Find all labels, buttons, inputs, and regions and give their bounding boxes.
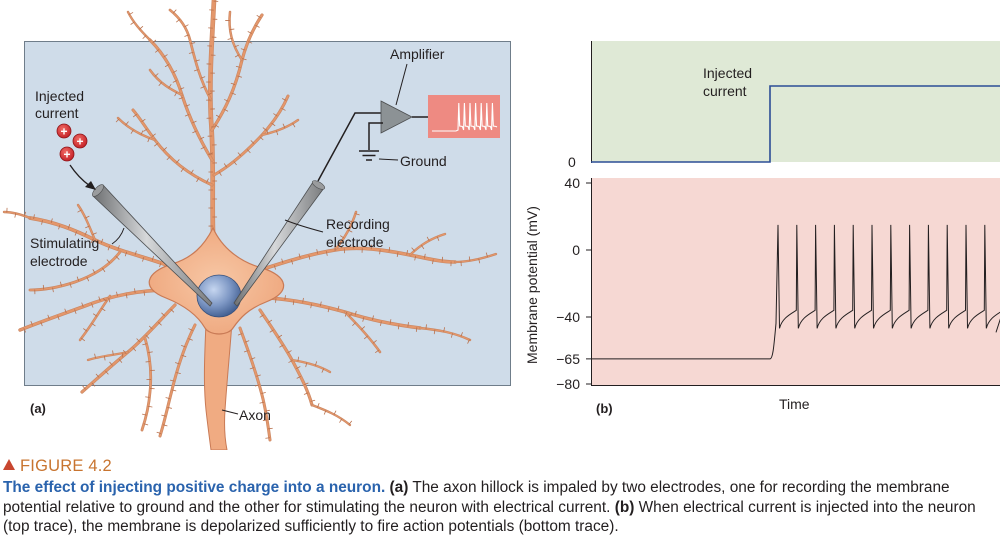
caption-part-a-marker: (a) [389, 479, 409, 496]
panel-a-label: (a) [30, 401, 46, 416]
amplifier-leader [395, 63, 408, 106]
caption-body: The effect of injecting positive charge … [3, 478, 997, 537]
axon-leader [221, 409, 239, 415]
voltage-y-ticks: 40 0 −40 −65 −80 [556, 175, 591, 392]
figure-caption: FIGURE 4.2 The effect of injecting posit… [3, 456, 997, 537]
ground-leader [378, 158, 399, 161]
voltage-y-axis-label: Membrane potential (mV) [524, 206, 540, 364]
voltage-trace-background [591, 178, 1000, 386]
injected-current-label-line1: Injected [35, 88, 84, 104]
y-tick-label: 0 [572, 242, 580, 258]
axon [203, 321, 233, 450]
axon-label: Axon [239, 407, 271, 423]
current-trace-label-line2: current [703, 83, 747, 99]
figure-heading: FIGURE 4.2 [3, 456, 997, 476]
caption-part-b-text: When electrical current is injected into… [3, 498, 976, 536]
current-trace-background [591, 41, 1000, 162]
current-zero-label: 0 [568, 154, 576, 170]
recording-electrode-label-line2: electrode [326, 234, 384, 250]
positive-charge-symbol: + [63, 147, 70, 161]
time-axis-label: Time [779, 396, 810, 412]
recording-wire [317, 112, 383, 182]
caption-part-b-marker: (b) [614, 498, 635, 516]
current-trace-line [591, 85, 1000, 163]
figure-illustration: + + + Injected current Stimulating electro… [2, 0, 1000, 450]
membrane-potential-trace [592, 224, 1000, 360]
stimulating-electrode-label-line2: electrode [30, 253, 88, 269]
ground-label: Ground [400, 153, 447, 169]
positive-charges: + + + [56, 123, 88, 162]
panel-b-label: (b) [596, 401, 613, 416]
stimulating-electrode-top [92, 184, 104, 197]
y-tick-label: 40 [564, 175, 580, 191]
amplifier-icon [380, 100, 413, 134]
panel-a-background [24, 41, 511, 386]
figure-label: FIGURE 4.2 [20, 457, 112, 475]
stimulating-leader [111, 227, 125, 245]
positive-charge-icon [72, 133, 88, 149]
y-tick-label: −40 [556, 309, 580, 325]
caption-part-a-text: The axon hillock is impaled by two elect… [3, 479, 950, 516]
amplifier-label: Amplifier [390, 46, 445, 62]
stimulating-electrode-label-line1: Stimulating [30, 235, 99, 251]
positive-charge-icon [59, 146, 75, 162]
positive-charge-symbol: + [76, 134, 83, 148]
recording-leader [284, 219, 324, 233]
triangle-icon [3, 459, 15, 470]
ground-wire [368, 122, 383, 150]
injection-arrowhead [85, 181, 96, 190]
y-tick-label: −65 [556, 351, 580, 367]
positive-charge-icon [56, 123, 72, 139]
current-trace-label-line1: Injected [703, 65, 752, 81]
neuron [2, 0, 498, 450]
positive-charge-symbol: + [60, 124, 67, 138]
recording-electrode-label-line1: Recording [326, 216, 390, 232]
oscilloscope-trace [432, 102, 498, 132]
caption-title: The effect of injecting positive charge … [3, 479, 386, 496]
ground-icon [359, 150, 379, 161]
y-tick-label: −80 [556, 376, 580, 392]
recording-electrode-top [311, 180, 326, 190]
injected-current-label-line2: current [35, 105, 79, 121]
